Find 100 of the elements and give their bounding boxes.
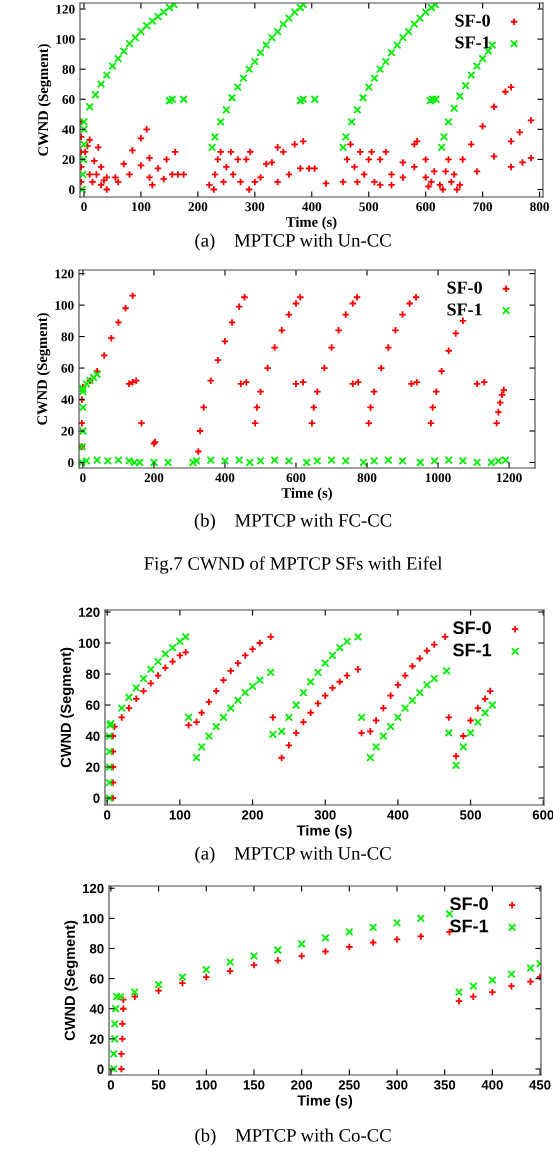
point xyxy=(379,731,388,741)
x-tick-label: 300 xyxy=(314,810,336,820)
y-tick-label: 60 xyxy=(89,974,104,984)
point xyxy=(445,909,454,919)
point xyxy=(416,458,425,467)
point xyxy=(154,980,163,989)
y-tick-label: 0 xyxy=(97,1064,104,1074)
text: (b) MPTCP with Co-CC xyxy=(195,1128,391,1146)
legend-label: SF-0 xyxy=(453,621,491,635)
y-tick-label: 20 xyxy=(62,155,75,165)
point xyxy=(124,693,134,702)
legend-label: SF-1 xyxy=(450,919,489,933)
y-tick-label: 80 xyxy=(61,332,74,342)
point xyxy=(226,666,235,676)
y-tick-label: 100 xyxy=(78,638,100,648)
point xyxy=(353,665,363,674)
point xyxy=(245,458,254,467)
legend-label: SF-1 xyxy=(453,643,492,657)
x-tick-label: 500 xyxy=(359,202,379,212)
y-tick-label: 0 xyxy=(69,185,75,195)
y-tick-label: 80 xyxy=(89,944,104,954)
point xyxy=(255,676,264,685)
point xyxy=(430,456,439,466)
x-tick-label: 400 xyxy=(481,1080,503,1090)
point xyxy=(297,939,306,949)
legend-label: SF-1 xyxy=(455,36,490,49)
y-axis-title: CWND (Segment) xyxy=(36,313,51,425)
x-tick-label: 450 xyxy=(529,1080,551,1090)
point xyxy=(459,731,468,741)
point xyxy=(466,728,475,738)
point xyxy=(119,1004,128,1013)
y-tick-label: 20 xyxy=(89,1034,104,1044)
point xyxy=(454,988,464,997)
point xyxy=(306,677,315,686)
point xyxy=(341,456,350,466)
point xyxy=(321,933,330,943)
point xyxy=(188,458,198,467)
y-tick-label: 60 xyxy=(85,700,100,710)
point xyxy=(384,455,393,465)
point xyxy=(488,975,497,985)
y-tick-label: 120 xyxy=(78,607,100,617)
x-tick-label: 1200 xyxy=(496,473,522,483)
legend-label: SF-0 xyxy=(450,897,488,911)
point xyxy=(105,747,114,756)
point xyxy=(168,643,177,652)
x-tick-label: 600 xyxy=(416,202,436,212)
point xyxy=(130,988,139,997)
point xyxy=(266,632,275,641)
y-tick-label: 100 xyxy=(56,34,75,44)
point xyxy=(345,927,354,937)
point xyxy=(480,708,490,717)
point xyxy=(459,742,468,752)
y-tick-label: 120 xyxy=(82,883,104,894)
point xyxy=(297,951,306,961)
x-tick-label: 350 xyxy=(433,1080,456,1090)
point xyxy=(451,761,461,770)
point xyxy=(103,456,112,466)
point xyxy=(401,703,410,713)
point xyxy=(284,713,294,722)
point xyxy=(235,455,244,465)
point xyxy=(79,426,88,436)
y-tick-label: 100 xyxy=(82,913,104,924)
x-tick-label: 800 xyxy=(530,202,549,212)
point xyxy=(132,683,141,693)
point xyxy=(273,945,282,955)
point xyxy=(79,387,88,396)
point xyxy=(256,456,265,466)
x-tick-label: 50 xyxy=(151,1080,166,1090)
x-tick-label: 300 xyxy=(245,202,265,212)
point xyxy=(161,649,170,659)
point xyxy=(488,988,497,997)
x-tick-label: 400 xyxy=(387,810,409,820)
x-tick-label: 500 xyxy=(459,810,482,820)
y-axis-title: CWND (Segment) xyxy=(37,44,52,156)
point xyxy=(109,1064,118,1074)
point xyxy=(342,637,352,646)
point xyxy=(117,703,126,713)
y-tick-label: 20 xyxy=(85,762,100,772)
x-tick-label: 200 xyxy=(291,1080,313,1090)
point xyxy=(79,403,88,412)
point xyxy=(184,713,193,722)
point xyxy=(105,762,114,772)
point xyxy=(219,713,228,722)
point xyxy=(92,455,102,465)
x-tick-label: 100 xyxy=(169,810,191,820)
point xyxy=(233,696,243,705)
point xyxy=(368,923,378,932)
point xyxy=(277,753,286,762)
point xyxy=(270,455,279,465)
point xyxy=(146,679,155,688)
point xyxy=(335,643,344,652)
point xyxy=(291,700,301,710)
point xyxy=(379,703,388,713)
x-tick-label: 300 xyxy=(386,1080,408,1090)
point xyxy=(105,731,114,741)
point xyxy=(469,992,478,1001)
y-tick-label: 0 xyxy=(68,458,74,468)
point xyxy=(82,379,91,388)
legend-label: SF-0 xyxy=(455,14,490,27)
point xyxy=(507,969,516,979)
